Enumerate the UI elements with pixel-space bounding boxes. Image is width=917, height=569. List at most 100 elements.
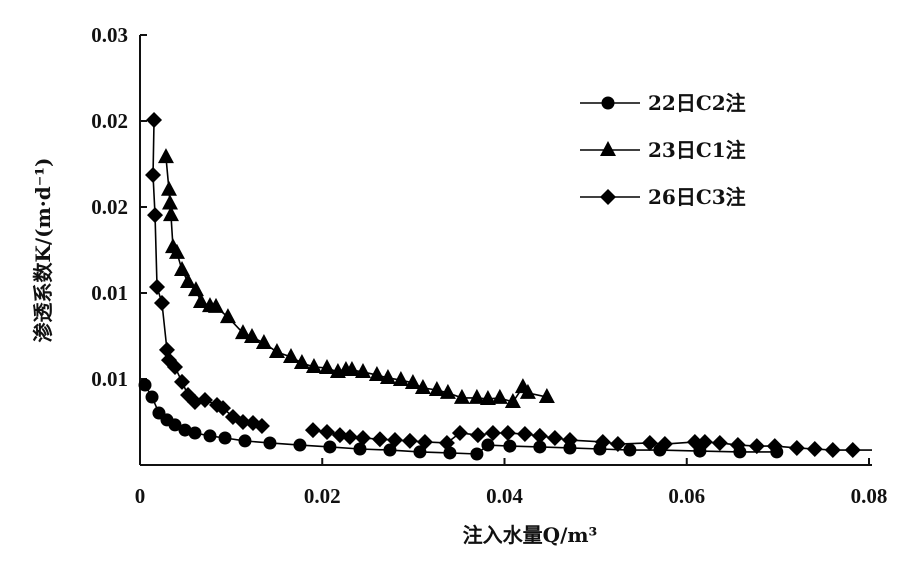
data-point [371, 431, 388, 448]
data-point [479, 389, 496, 405]
data-point [207, 297, 224, 313]
legend-triangle-icon [600, 141, 616, 156]
data-point [238, 434, 252, 448]
data-point [178, 423, 192, 437]
data-point [158, 341, 175, 358]
data-point [451, 425, 468, 442]
legend-label: 22日C2注 [648, 91, 746, 115]
data-point [354, 429, 371, 446]
series-line [152, 119, 263, 427]
data-point [168, 243, 185, 259]
data-point [748, 438, 765, 455]
data-point [484, 425, 501, 442]
series-line [165, 157, 548, 403]
data-point [531, 427, 548, 444]
data-point [196, 391, 213, 408]
data-point [641, 434, 658, 451]
data-point [354, 362, 371, 378]
y-axis-label: 渗透系数K/(m·d⁻¹) [31, 157, 55, 342]
series-diamond [145, 111, 872, 459]
data-point [153, 294, 170, 311]
data-point [594, 433, 611, 450]
data-point [146, 111, 163, 128]
data-point [623, 443, 637, 457]
data-point [504, 393, 521, 409]
data-point [234, 414, 251, 430]
data-point [806, 441, 823, 458]
data-point [844, 442, 861, 459]
data-point [188, 426, 202, 440]
data-point [168, 418, 182, 432]
data-point [268, 342, 285, 358]
data-point [318, 423, 335, 440]
data-point [413, 445, 427, 459]
data-point [392, 371, 409, 387]
data-point [341, 428, 358, 445]
data-point [383, 443, 397, 457]
data-point [609, 436, 626, 453]
data-point [253, 417, 270, 434]
legend-label: 26日C3注 [648, 185, 746, 209]
y-tick-label: 0.01 [91, 281, 128, 305]
data-point [203, 429, 217, 443]
x-tick-label: 0.02 [304, 484, 341, 508]
legend: 22日C2注 23日C1注 26日C3注 [580, 91, 746, 209]
data-point [414, 378, 431, 394]
data-point [331, 427, 348, 444]
data-point [138, 378, 152, 392]
data-point [469, 427, 486, 444]
data-point [368, 366, 385, 382]
data-point [263, 436, 277, 450]
data-point [174, 260, 191, 276]
data-point [401, 432, 418, 449]
data-point [147, 207, 164, 224]
data-point [161, 194, 178, 210]
data-point [293, 438, 307, 452]
data-point [470, 447, 484, 461]
data-point [491, 388, 508, 404]
data-point [788, 439, 805, 456]
legend-diamond-icon [600, 189, 616, 205]
data-point [711, 434, 728, 451]
x-tick-label: 0.04 [486, 484, 523, 508]
data-point [519, 383, 536, 399]
data-point [234, 324, 251, 340]
data-point [516, 426, 533, 443]
y-tick-label: 0.02 [91, 109, 128, 133]
data-point [353, 442, 367, 456]
data-point [416, 433, 433, 450]
data-point [160, 180, 177, 196]
data-point [438, 434, 455, 451]
data-point [149, 278, 166, 295]
data-point [404, 373, 421, 389]
data-point [145, 390, 159, 404]
data-point [343, 361, 360, 377]
data-point [546, 429, 563, 446]
data-point [686, 433, 703, 450]
data-point [187, 281, 204, 297]
data-point [428, 381, 445, 397]
data-point [255, 334, 272, 350]
data-point [453, 388, 470, 404]
data-point [386, 432, 403, 449]
x-tick-label: 0.06 [668, 484, 705, 508]
data-point [468, 388, 485, 404]
x-tick-label: 0 [135, 484, 146, 508]
data-point [538, 388, 555, 404]
data-point [162, 206, 179, 222]
data-point [379, 368, 396, 384]
legend-label: 23日C1注 [648, 138, 746, 162]
axes [139, 35, 872, 466]
data-point [561, 432, 578, 449]
data-point [481, 438, 495, 452]
data-point [215, 400, 232, 417]
x-tick-label: 0.08 [851, 484, 888, 508]
data-point [729, 437, 746, 454]
y-tick-label: 0.01 [91, 367, 128, 391]
data-point [323, 440, 337, 454]
x-axis-label: 注入水量Q/m³ [463, 523, 598, 547]
data-point [218, 431, 232, 445]
data-point [282, 347, 299, 363]
data-point [157, 148, 174, 164]
